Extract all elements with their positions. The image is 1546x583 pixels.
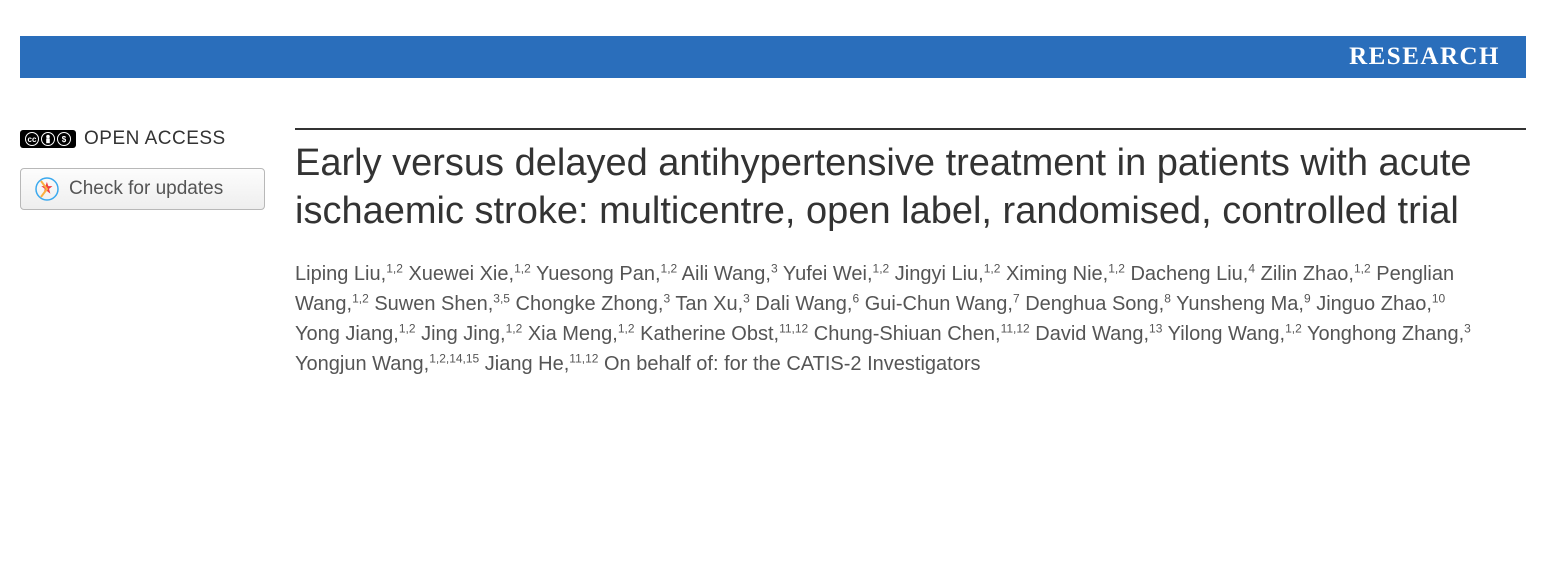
author: Aili Wang,: [682, 263, 771, 285]
author-affil: 1,2: [399, 321, 416, 335]
author: Jing Jing,: [421, 323, 506, 345]
article-title: Early versus delayed antihypertensive tr…: [295, 140, 1486, 235]
crossmark-icon: [35, 177, 59, 201]
by-icon: [41, 132, 55, 146]
author: Yufei Wei,: [783, 263, 873, 285]
author-affil: 11,12: [779, 321, 808, 335]
author: Zilin Zhao,: [1261, 263, 1354, 285]
author-affil: 3,5: [493, 291, 510, 305]
author-affil: 1,2: [618, 321, 635, 335]
author: Yunsheng Ma,: [1176, 293, 1304, 315]
author-affil: 1,2: [352, 291, 369, 305]
author: Yilong Wang,: [1168, 323, 1285, 345]
author-affil: 6: [852, 291, 859, 305]
author-affil: 9: [1304, 291, 1311, 305]
article-main: Early versus delayed antihypertensive tr…: [295, 128, 1526, 379]
author: Yong Jiang,: [295, 323, 399, 345]
cc-icon: cc: [25, 132, 39, 146]
author: Gui-Chun Wang,: [865, 293, 1013, 315]
open-access-label: OPEN ACCESS: [84, 128, 226, 150]
author: Yonghong Zhang,: [1307, 323, 1464, 345]
author-affil: 8: [1164, 291, 1171, 305]
author-affil: 11,12: [569, 351, 598, 365]
author-affil: 1,2: [873, 261, 890, 275]
author: Jingyi Liu,: [895, 263, 984, 285]
author-affil: 10: [1432, 291, 1445, 305]
check-updates-label: Check for updates: [69, 178, 223, 200]
author-affil: 1,2: [984, 261, 1001, 275]
author-affil: 1,2: [506, 321, 523, 335]
nc-icon: $: [57, 132, 71, 146]
author-affil: 1,2: [1285, 321, 1302, 335]
on-behalf-text: On behalf of: for the CATIS-2 Investigat…: [604, 353, 980, 375]
open-access-badge: cc $ OPEN ACCESS: [20, 128, 275, 150]
author: Chung-Shiuan Chen,: [814, 323, 1001, 345]
author-affil: 1,2: [1108, 261, 1125, 275]
author: Katherine Obst,: [640, 323, 779, 345]
author-affil: 13: [1149, 321, 1162, 335]
author-affil: 1,2: [661, 261, 678, 275]
section-banner-label: RESEARCH: [1349, 43, 1500, 71]
author-affil: 3: [1464, 321, 1471, 335]
author: Yongjun Wang,: [295, 353, 429, 375]
author-affil: 3: [663, 291, 670, 305]
author-list: Liping Liu,1,2 Xuewei Xie,1,2 Yuesong Pa…: [295, 259, 1486, 379]
author: Denghua Song,: [1025, 293, 1164, 315]
author: Dacheng Liu,: [1130, 263, 1248, 285]
author-affil: 3: [771, 261, 778, 275]
section-banner: RESEARCH: [20, 36, 1526, 78]
author: Xia Meng,: [528, 323, 618, 345]
author: Tan Xu,: [675, 293, 743, 315]
content-row: cc $ OPEN ACCESS Check for updates Early…: [20, 128, 1526, 379]
author-affil: 1,2,14,15: [429, 351, 479, 365]
check-updates-button[interactable]: Check for updates: [20, 168, 265, 210]
author-affil: 1,2: [386, 261, 403, 275]
author: Suwen Shen,: [374, 293, 493, 315]
sidebar: cc $ OPEN ACCESS Check for updates: [20, 128, 295, 379]
author: Yuesong Pan,: [536, 263, 661, 285]
author: Jinguo Zhao,: [1316, 293, 1432, 315]
author: Xuewei Xie,: [408, 263, 514, 285]
cc-license-icon: cc $: [20, 130, 76, 148]
author: Chongke Zhong,: [516, 293, 664, 315]
author-affil: 3: [743, 291, 750, 305]
author-affil: 1,2: [514, 261, 531, 275]
author: Ximing Nie,: [1006, 263, 1108, 285]
author: Dali Wang,: [755, 293, 852, 315]
author: Liping Liu,: [295, 263, 386, 285]
author-affil: 4: [1248, 261, 1255, 275]
author: Jiang He,: [485, 353, 570, 375]
author-affil: 1,2: [1354, 261, 1371, 275]
author-affil: 7: [1013, 291, 1020, 305]
author-affil: 11,12: [1001, 321, 1030, 335]
author: David Wang,: [1035, 323, 1149, 345]
